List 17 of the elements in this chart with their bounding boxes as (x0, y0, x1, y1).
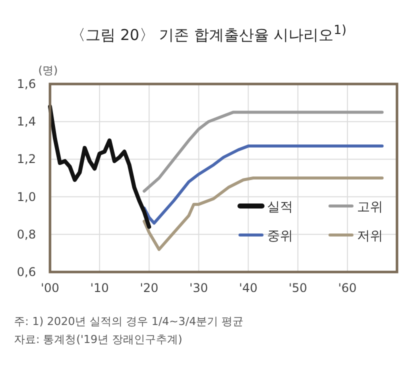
xtick: '30 (189, 281, 208, 295)
annotation: 주: 1) 2020년 실적의 경우 1/4~3/4분기 평균 (14, 314, 244, 329)
xtick: '20 (140, 281, 158, 295)
xtick: '60 (338, 281, 357, 295)
annotation: 자료: 통계청('19년 장래인구추계) (14, 332, 182, 347)
xtick: '00 (40, 281, 60, 295)
ytick: 1,6 (16, 77, 36, 91)
ylabel: (명) (38, 64, 58, 77)
ytick: 0,8 (16, 227, 36, 242)
xtick: '40 (239, 281, 258, 295)
title: 〈그림 20〉 기존 합계출산율 시나리오$^{1)}$ (69, 22, 348, 45)
ytick: 0,6 (16, 265, 36, 279)
xtick: '10 (90, 281, 109, 295)
ytick: 1,2 (16, 152, 36, 166)
xtick: '50 (288, 281, 308, 295)
ytick: 1,0 (16, 190, 36, 204)
ytick: 1,4 (16, 114, 36, 129)
